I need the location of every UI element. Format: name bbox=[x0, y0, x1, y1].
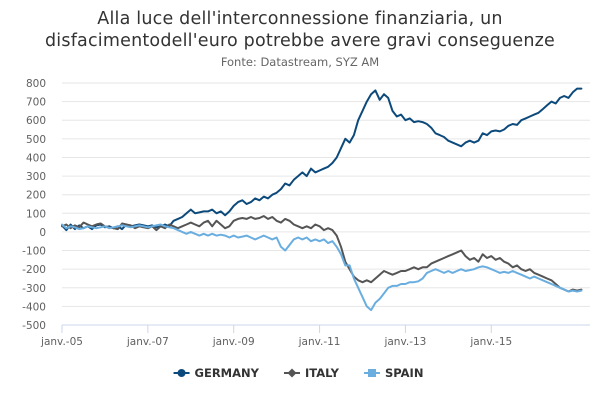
y-tick-label: -100 bbox=[22, 246, 46, 258]
legend-label: GERMANY bbox=[195, 366, 260, 380]
chart-subtitle: Fonte: Datastream, SYZ AM bbox=[220, 55, 380, 69]
series-line-italy bbox=[61, 215, 583, 293]
legend-item-germany[interactable]: GERMANY bbox=[173, 366, 260, 380]
chart-title-line-2: disfacimentodell'euro potrebbe avere gra… bbox=[45, 31, 555, 51]
legend[interactable]: GERMANY ITALY SPAIN bbox=[173, 366, 424, 380]
y-tick-label: 400 bbox=[26, 152, 46, 164]
y-tick-label: -400 bbox=[22, 301, 46, 313]
y-tick-label: -200 bbox=[22, 264, 46, 276]
y-tick-label: 200 bbox=[26, 190, 46, 202]
legend-marker-circle bbox=[177, 369, 186, 377]
y-tick-label: -500 bbox=[22, 320, 46, 332]
grid-lines bbox=[62, 82, 590, 326]
x-tick-label: janv.-07 bbox=[126, 336, 169, 348]
legend-marker-diamond bbox=[287, 368, 297, 378]
y-tick-label: 100 bbox=[26, 208, 46, 220]
legend-label: SPAIN bbox=[385, 366, 423, 380]
y-tick-label: 500 bbox=[26, 134, 46, 146]
y-tick-label: 0 bbox=[39, 227, 46, 239]
chart-title-line-1: Alla luce dell'interconnessione finanzia… bbox=[97, 9, 503, 29]
x-tick-label: janv.-13 bbox=[383, 336, 426, 348]
x-tick-label: janv.-11 bbox=[298, 336, 341, 348]
legend-item-italy[interactable]: ITALY bbox=[283, 366, 340, 380]
x-tick-label: janv.-15 bbox=[469, 336, 512, 348]
series-line-spain bbox=[61, 223, 583, 312]
x-tick-label: janv.-09 bbox=[212, 336, 255, 348]
legend-item-spain[interactable]: SPAIN bbox=[363, 366, 423, 380]
legend-marker-square bbox=[367, 369, 376, 377]
series-line-germany bbox=[61, 87, 583, 232]
y-tick-label: 600 bbox=[26, 115, 46, 127]
y-tick-label: -300 bbox=[22, 283, 46, 295]
legend-label: ITALY bbox=[305, 366, 340, 380]
y-tick-label: 300 bbox=[26, 171, 46, 183]
x-tick-label: janv.-05 bbox=[40, 336, 83, 348]
y-tick-label: 700 bbox=[26, 97, 46, 109]
y-tick-label: 800 bbox=[26, 78, 46, 90]
axes: 800 700 600 500 400 300 200 100 0 -100 -200 -300 -40… bbox=[22, 78, 590, 348]
series-lines bbox=[61, 87, 583, 312]
